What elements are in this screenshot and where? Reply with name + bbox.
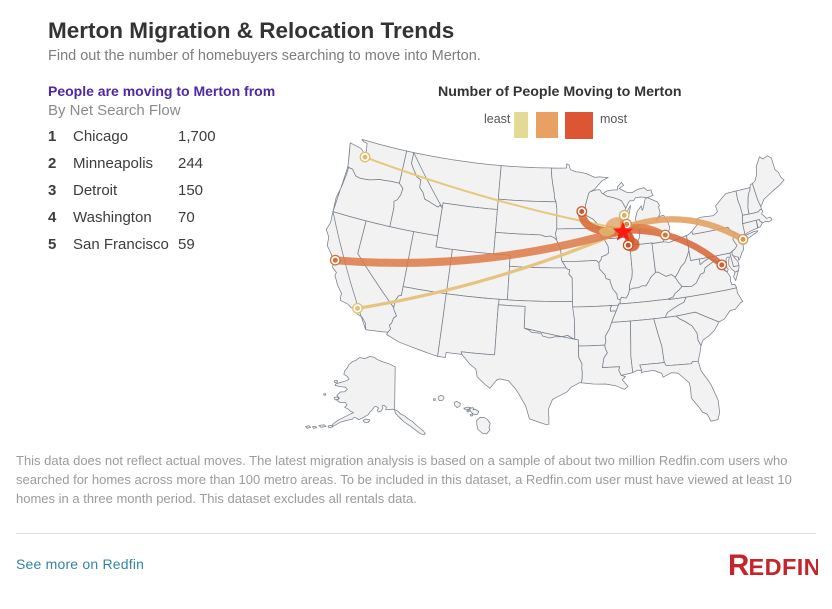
svg-text:EDFIN: EDFIN bbox=[749, 554, 819, 578]
svg-text:R: R bbox=[728, 549, 749, 578]
